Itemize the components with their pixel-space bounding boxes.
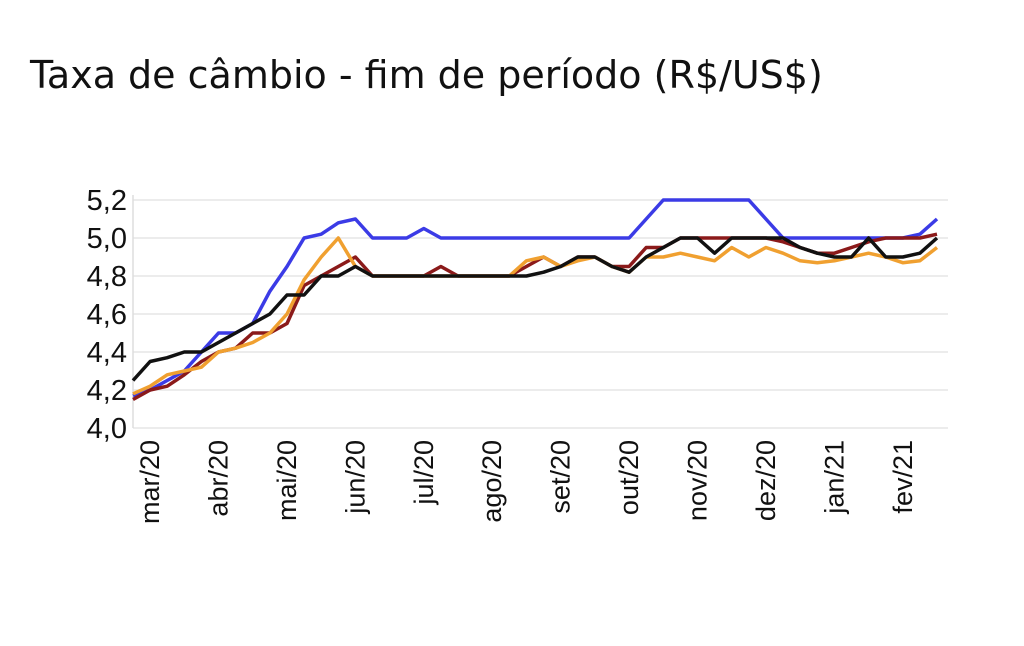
series-line [132,198,939,398]
x-tick-label: ago/20 [477,440,507,523]
x-tick-label: nov/20 [683,440,713,521]
series-line [132,236,939,396]
x-tick-label: dez/20 [751,440,781,521]
y-tick-label: 4,4 [87,337,127,369]
x-tick-label: mai/20 [272,440,302,521]
y-tick-label: 4,6 [87,299,127,331]
y-tick-label: 5,0 [87,223,127,255]
x-tick-label: fev/21 [888,440,918,514]
y-tick-label: 4,8 [87,261,127,293]
y-tick-label: 5,2 [87,185,127,217]
x-tick-label: set/20 [546,440,576,514]
x-tick-label: out/20 [614,440,644,515]
chart-title: Taxa de câmbio - fim de período (R$/US$) [29,53,823,97]
x-tick-label: jun/20 [340,440,370,515]
x-tick-label: mar/20 [135,440,165,524]
y-tick-label: 4,0 [87,413,127,445]
y-tick-label: 4,2 [87,375,127,407]
x-tick-label: jan/21 [819,440,849,515]
series-line [131,236,939,382]
x-tick-label: jul/20 [409,440,439,506]
x-tick-label: abr/20 [204,440,234,517]
